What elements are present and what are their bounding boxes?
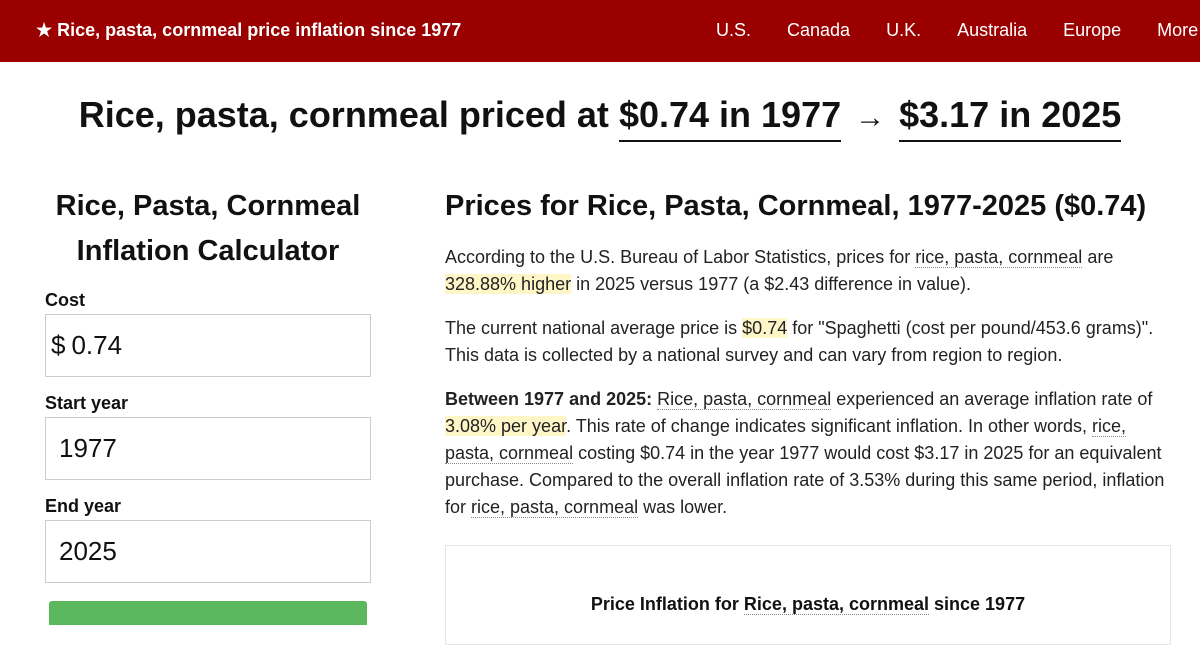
p1-text-c: in 2025 versus 1977 (a $2.43 difference … bbox=[571, 274, 972, 294]
p3-text-d: was lower. bbox=[638, 497, 728, 517]
chart-title: Price Inflation for Rice, pasta, cornmea… bbox=[446, 594, 1170, 615]
nav-link-uk[interactable]: U.K. bbox=[886, 20, 922, 40]
item-link[interactable]: rice, pasta, cornmeal bbox=[915, 247, 1083, 268]
site-brand-link[interactable]: ★ Rice, pasta, cornmeal price inflation … bbox=[36, 20, 462, 40]
nav-link-europe[interactable]: Europe bbox=[1063, 20, 1122, 40]
p2-text-a: The current national average price is bbox=[445, 318, 743, 338]
start-year-label: Start year bbox=[45, 393, 129, 413]
nav-link-us[interactable]: U.S. bbox=[716, 20, 752, 40]
paragraph-summary: According to the U.S. Bureau of Labor St… bbox=[445, 244, 1175, 298]
arrow-right-icon: → bbox=[855, 101, 886, 134]
item-link[interactable]: rice, pasta, cornmeal bbox=[445, 416, 1127, 464]
page-headline: Rice, pasta, cornmeal priced at $0.74 in… bbox=[0, 94, 1200, 142]
current-price-highlight: $0.74 bbox=[742, 318, 788, 338]
main-content: Prices for Rice, Pasta, Cornmeal, 1977-2… bbox=[445, 188, 1175, 521]
chart-title-b: since 1977 bbox=[929, 594, 1026, 614]
chart-title-a: Price Inflation for bbox=[590, 594, 744, 614]
calculate-button[interactable] bbox=[49, 601, 367, 625]
nav-link-more[interactable]: More bbox=[1157, 20, 1199, 40]
headline-end-value: $3.17 in 2025 bbox=[899, 94, 1122, 142]
p2-text-b: for "Spaghetti (cost per pound/453.6 gra… bbox=[445, 318, 1154, 365]
calculator-title-line2: Inflation Calculator bbox=[76, 235, 340, 267]
paragraph-inflation-rate: Between 1977 and 2025: Rice, pasta, corn… bbox=[445, 386, 1175, 521]
cost-label: Cost bbox=[45, 290, 85, 310]
p3-text-a: experienced an average inflation rate of bbox=[831, 389, 1153, 409]
start-year-field[interactable] bbox=[45, 417, 371, 480]
calculator-title-line1: Rice, Pasta, Cornmeal bbox=[55, 190, 361, 222]
chart-title-item-link[interactable]: Rice, pasta, cornmeal bbox=[743, 594, 930, 615]
p3-text-c: costing $0.74 in the year 1977 would cos… bbox=[445, 443, 1165, 517]
top-navbar: ★ Rice, pasta, cornmeal price inflation … bbox=[0, 0, 1200, 62]
end-year-input[interactable] bbox=[46, 536, 370, 567]
nav-links: U.S. Canada U.K. Australia Europe More bbox=[716, 20, 1198, 41]
item-link[interactable]: Rice, pasta, cornmeal bbox=[657, 389, 832, 410]
inflation-calculator: Rice, Pasta, Cornmeal Inflation Calculat… bbox=[45, 184, 371, 625]
p1-text-a: According to the U.S. Bureau of Labor St… bbox=[445, 247, 916, 267]
p3-text-b: . This rate of change indicates signific… bbox=[566, 416, 1093, 436]
content-heading: Prices for Rice, Pasta, Cornmeal, 1977-2… bbox=[445, 190, 1147, 222]
period-lead: Between 1977 and 2025: bbox=[445, 389, 653, 409]
headline-prefix: Rice, pasta, cornmeal priced at bbox=[78, 94, 609, 135]
p1-text-b: are bbox=[1082, 247, 1114, 267]
nav-link-canada[interactable]: Canada bbox=[787, 20, 851, 40]
percent-change-highlight: 328.88% higher bbox=[445, 274, 572, 294]
paragraph-current-price: The current national average price is $0… bbox=[445, 315, 1175, 369]
inflation-rate-highlight: 3.08% per year bbox=[445, 416, 567, 436]
cost-input[interactable] bbox=[65, 330, 370, 361]
calculator-title: Rice, Pasta, Cornmeal Inflation Calculat… bbox=[45, 184, 371, 274]
nav-link-australia[interactable]: Australia bbox=[957, 20, 1028, 40]
start-year-input[interactable] bbox=[46, 433, 370, 464]
end-year-field[interactable] bbox=[45, 520, 371, 583]
price-chart-panel: Price Inflation for Rice, pasta, cornmea… bbox=[445, 545, 1171, 645]
end-year-label: End year bbox=[45, 496, 122, 516]
cost-field[interactable]: $ bbox=[45, 314, 371, 377]
dollar-prefix: $ bbox=[51, 330, 66, 360]
item-link[interactable]: rice, pasta, cornmeal bbox=[471, 497, 639, 518]
headline-start-value: $0.74 in 1977 bbox=[618, 94, 842, 142]
